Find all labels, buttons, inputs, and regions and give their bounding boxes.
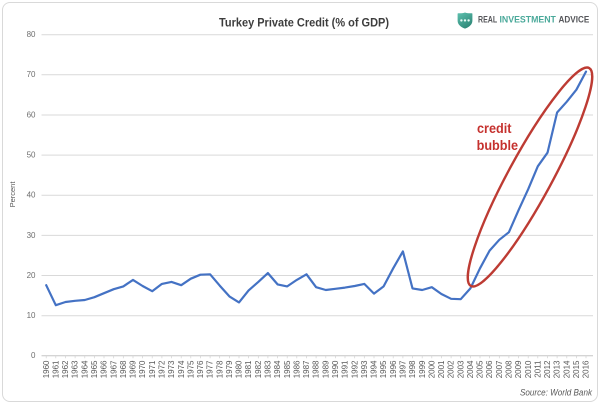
svg-text:1988: 1988 bbox=[312, 360, 321, 378]
svg-text:80: 80 bbox=[27, 30, 36, 39]
svg-text:1999: 1999 bbox=[418, 360, 427, 378]
svg-text:1991: 1991 bbox=[341, 360, 350, 378]
svg-text:1977: 1977 bbox=[206, 360, 215, 378]
svg-text:1990: 1990 bbox=[331, 360, 340, 378]
svg-text:2015: 2015 bbox=[572, 360, 581, 378]
svg-text:1996: 1996 bbox=[389, 360, 398, 378]
svg-text:1964: 1964 bbox=[80, 360, 89, 378]
svg-text:1960: 1960 bbox=[42, 360, 51, 378]
svg-text:2007: 2007 bbox=[495, 360, 504, 378]
svg-text:40: 40 bbox=[27, 191, 36, 200]
svg-text:1981: 1981 bbox=[244, 360, 253, 378]
svg-text:2001: 2001 bbox=[437, 360, 446, 378]
svg-text:2009: 2009 bbox=[514, 360, 523, 378]
svg-text:2010: 2010 bbox=[524, 360, 533, 378]
svg-text:1963: 1963 bbox=[71, 360, 80, 378]
svg-text:2006: 2006 bbox=[485, 360, 494, 378]
svg-text:credit: credit bbox=[477, 121, 512, 136]
svg-text:1982: 1982 bbox=[254, 360, 263, 378]
svg-text:1986: 1986 bbox=[292, 360, 301, 378]
svg-text:2014: 2014 bbox=[562, 360, 571, 378]
svg-text:60: 60 bbox=[27, 110, 36, 119]
svg-text:1975: 1975 bbox=[186, 360, 195, 378]
svg-text:1976: 1976 bbox=[196, 360, 205, 378]
svg-text:1985: 1985 bbox=[283, 360, 292, 378]
svg-text:1971: 1971 bbox=[148, 360, 157, 378]
svg-text:1993: 1993 bbox=[360, 360, 369, 378]
svg-text:0: 0 bbox=[31, 351, 36, 360]
svg-text:1994: 1994 bbox=[370, 360, 379, 378]
svg-text:2003: 2003 bbox=[456, 360, 465, 378]
svg-text:50: 50 bbox=[27, 151, 36, 160]
svg-text:2016: 2016 bbox=[582, 360, 591, 378]
svg-text:1968: 1968 bbox=[119, 360, 128, 378]
svg-text:2002: 2002 bbox=[447, 360, 456, 378]
svg-text:2005: 2005 bbox=[476, 360, 485, 378]
svg-text:10: 10 bbox=[27, 311, 36, 320]
svg-text:REAL: REAL bbox=[478, 14, 498, 24]
svg-text:1987: 1987 bbox=[302, 360, 311, 378]
svg-text:1980: 1980 bbox=[235, 360, 244, 378]
svg-text:2000: 2000 bbox=[427, 360, 436, 378]
svg-text:1973: 1973 bbox=[167, 360, 176, 378]
svg-text:Source: World Bank: Source: World Bank bbox=[520, 388, 592, 398]
svg-text:1989: 1989 bbox=[321, 360, 330, 378]
svg-text:1984: 1984 bbox=[273, 360, 282, 378]
svg-text:2013: 2013 bbox=[553, 360, 562, 378]
svg-text:1974: 1974 bbox=[177, 360, 186, 378]
svg-text:1983: 1983 bbox=[264, 360, 273, 378]
svg-text:1961: 1961 bbox=[51, 360, 60, 378]
svg-text:INVESTMENT: INVESTMENT bbox=[500, 14, 557, 24]
svg-text:bubble: bubble bbox=[477, 138, 519, 153]
svg-text:Turkey Private Credit (% of GD: Turkey Private Credit (% of GDP) bbox=[219, 16, 389, 30]
svg-text:2008: 2008 bbox=[505, 360, 514, 378]
svg-text:1995: 1995 bbox=[379, 360, 388, 378]
svg-text:20: 20 bbox=[27, 271, 36, 280]
svg-text:2011: 2011 bbox=[533, 360, 542, 378]
svg-text:1992: 1992 bbox=[350, 360, 359, 378]
svg-text:ADVICE: ADVICE bbox=[559, 14, 590, 24]
svg-text:30: 30 bbox=[27, 231, 36, 240]
svg-text:1970: 1970 bbox=[138, 360, 147, 378]
svg-text:1966: 1966 bbox=[100, 360, 109, 378]
svg-text:Percent: Percent bbox=[8, 181, 17, 208]
svg-text:1965: 1965 bbox=[90, 360, 99, 378]
svg-text:2012: 2012 bbox=[543, 360, 552, 378]
svg-text:1969: 1969 bbox=[129, 360, 138, 378]
svg-text:2004: 2004 bbox=[466, 360, 475, 378]
svg-text:1972: 1972 bbox=[158, 360, 167, 378]
svg-text:1997: 1997 bbox=[399, 360, 408, 378]
svg-text:1979: 1979 bbox=[225, 360, 234, 378]
svg-text:1967: 1967 bbox=[109, 360, 118, 378]
svg-text:70: 70 bbox=[27, 70, 36, 79]
svg-text:1998: 1998 bbox=[408, 360, 417, 378]
svg-text:1962: 1962 bbox=[61, 360, 70, 378]
svg-text:1978: 1978 bbox=[215, 360, 224, 378]
